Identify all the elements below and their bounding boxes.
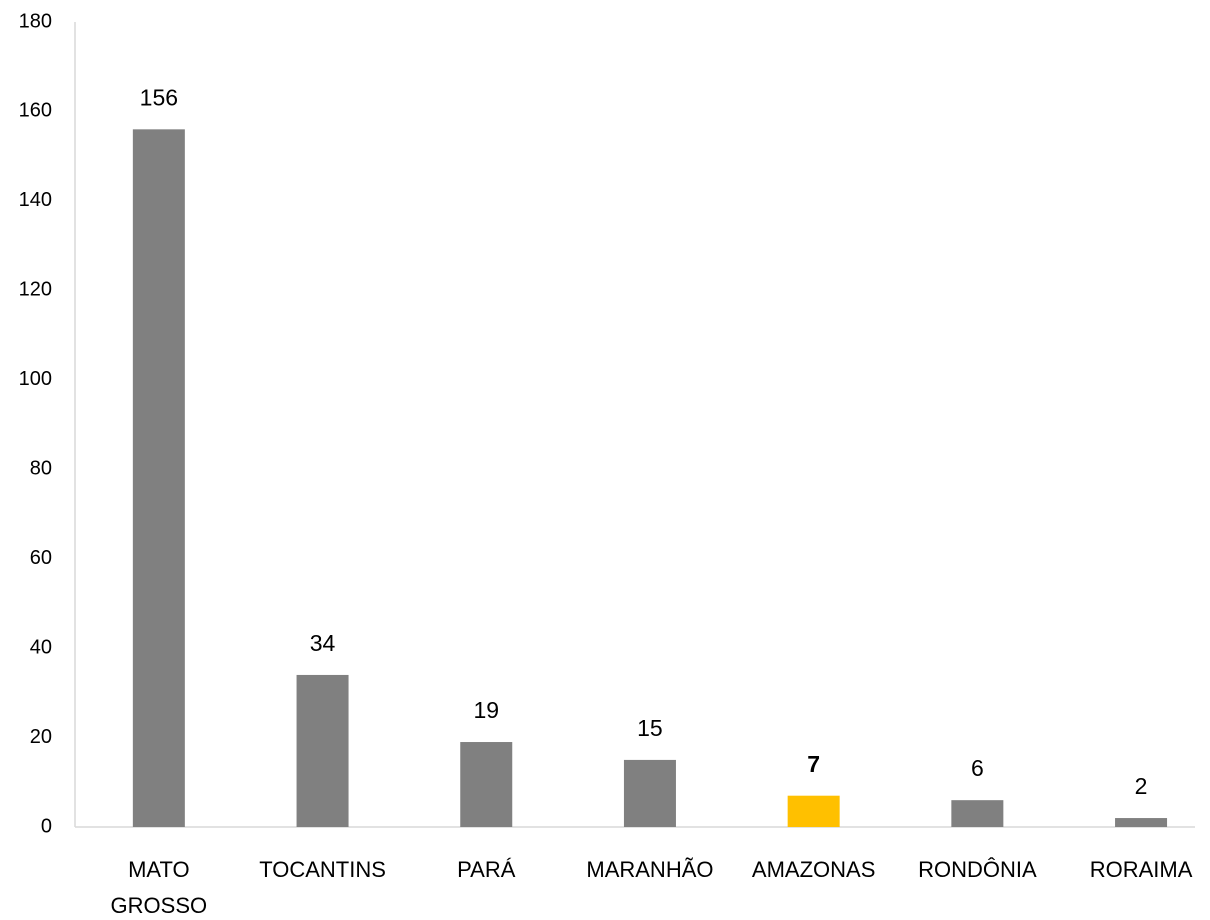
y-tick-label: 140 [19,189,52,211]
bar [296,674,349,827]
bar [460,742,513,827]
data-label: 6 [971,755,984,781]
bar [951,800,1004,827]
y-tick-label: 160 [19,100,52,122]
y-tick-label: 20 [30,726,52,748]
x-tick-label: MATO GROSSO [110,857,208,918]
x-tick-label: PARÁ [457,857,516,882]
x-tick-label: AMAZONAS [751,857,876,882]
data-label: 19 [473,697,499,723]
y-tick-label: 0 [41,815,52,837]
bar [132,129,185,828]
data-label: 7 [807,751,820,777]
data-label: 156 [140,84,178,110]
x-tick-label: TOCANTINS [259,857,386,882]
y-tick-label: 180 [19,10,52,32]
bar [787,795,840,827]
y-tick-label: 100 [19,368,52,390]
y-tick-label: 40 [30,636,52,658]
x-tick-label: RORAIMA [1089,857,1193,882]
bar [1115,818,1168,827]
y-tick-label: 60 [30,547,52,569]
bar [623,759,676,827]
y-tick-label: 120 [19,279,52,301]
x-tick-label: RONDÔNIA [918,857,1037,882]
data-label: 15 [637,715,663,741]
data-label: 34 [310,630,336,656]
data-label: 2 [1135,773,1148,799]
x-tick-label: MARANHÃO [586,857,714,882]
y-tick-label: 80 [30,458,52,480]
